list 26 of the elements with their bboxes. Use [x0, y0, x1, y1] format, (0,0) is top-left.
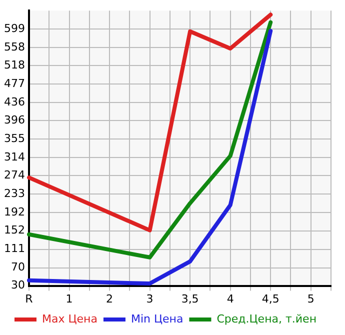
y-tick-label: 518 [4, 58, 25, 72]
x-tick-label: 3 [146, 292, 154, 306]
y-tick-label: 192 [4, 206, 25, 219]
y-tick-label: 152 [4, 224, 25, 237]
y-tick-label: 396 [4, 114, 25, 127]
y-tick-label: 30 [10, 278, 25, 292]
y-tick-label: 314 [4, 150, 25, 164]
y-tick-label: 599 [4, 22, 25, 35]
x-tick-label: 4,5 [262, 292, 280, 306]
y-tick-label: 233 [4, 187, 25, 200]
y-tick-label: 111 [4, 242, 25, 256]
x-tick-label: R [25, 292, 34, 306]
y-tick-label: 70 [10, 260, 25, 274]
y-tick-label: 477 [4, 76, 25, 90]
x-tick-label: 5 [307, 292, 314, 306]
y-tick-label: 558 [4, 40, 25, 54]
y-tick-label: 274 [4, 168, 25, 182]
x-tick-label: 2 [106, 292, 114, 306]
x-tick-label: 4 [226, 292, 234, 306]
y-tick-label: 355 [4, 132, 25, 146]
legend-label: Min Цена [130, 312, 184, 326]
y-tick-label: 436 [4, 95, 25, 108]
legend-label: Сред.Цена, т.йен [216, 312, 317, 326]
x-tick-label: 3,5 [181, 292, 199, 306]
x-tick-label: 1 [66, 292, 73, 306]
legend-label: Max Цена [42, 312, 98, 326]
